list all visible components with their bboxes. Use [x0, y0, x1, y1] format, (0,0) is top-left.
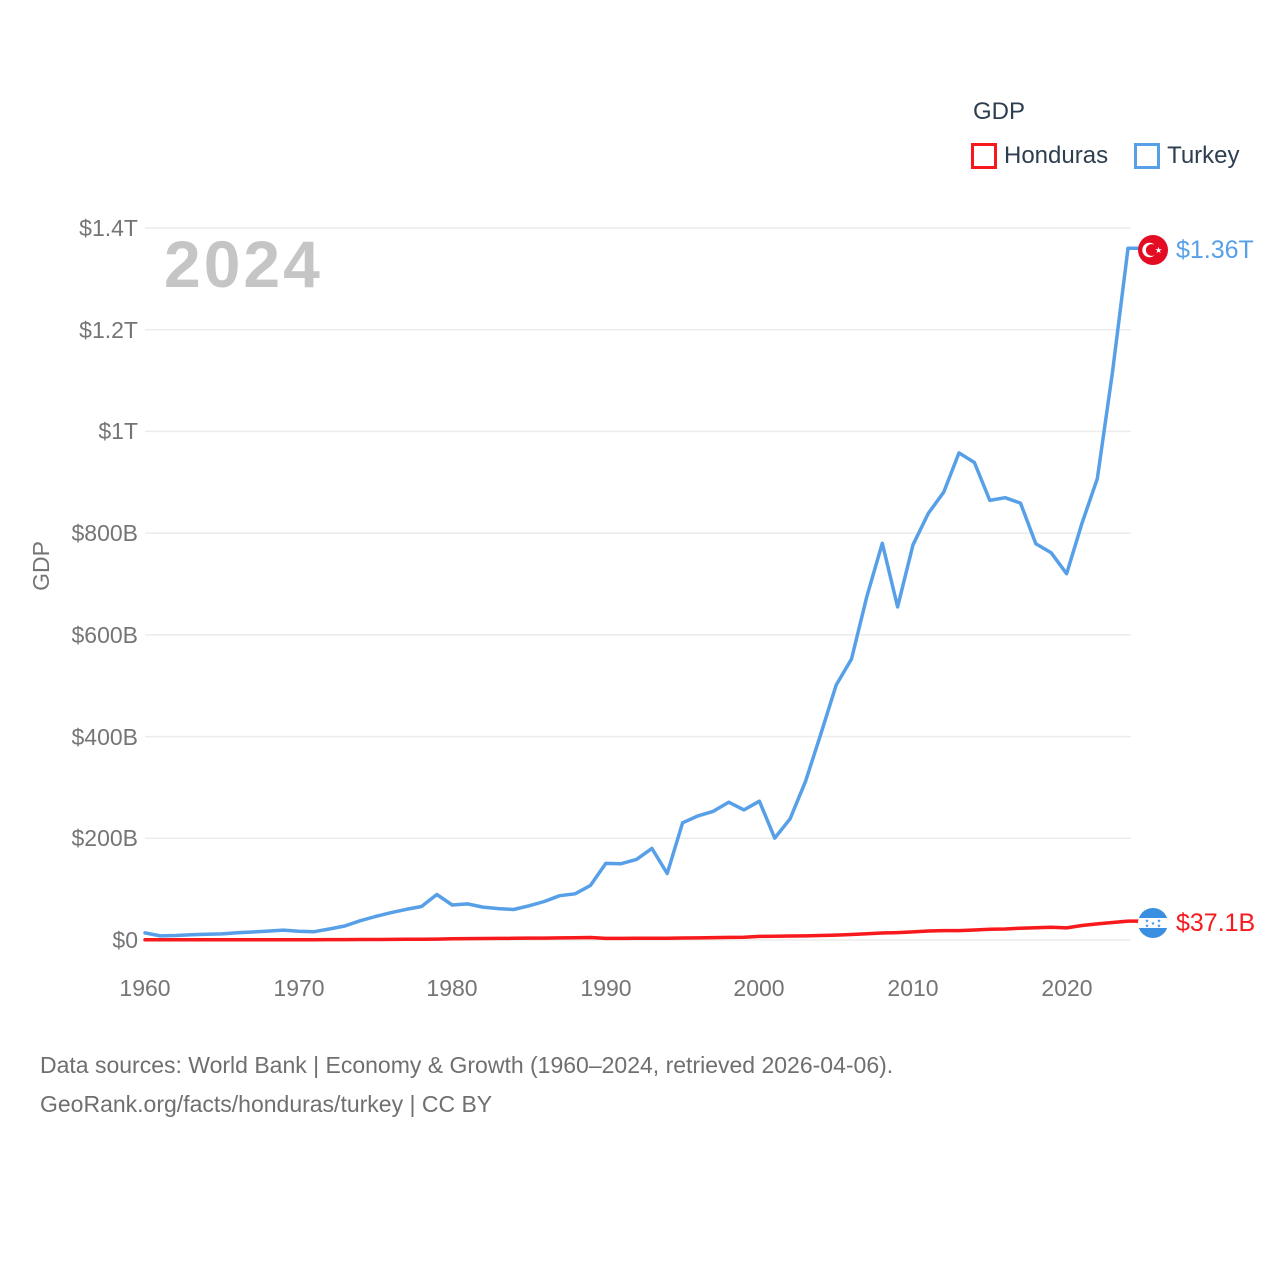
x-tick-label: 2020: [1041, 975, 1093, 1001]
x-tick-label: 1960: [119, 975, 171, 1001]
x-tick-label: 2010: [887, 975, 939, 1001]
y-tick-label: $1.2T: [79, 317, 138, 343]
turkey-series-line: [143, 246, 1141, 938]
x-tick-label: 1970: [273, 975, 325, 1001]
legend-item-turkey[interactable]: Turkey: [1134, 142, 1240, 170]
honduras-flag-icon: ★ ★ ★ ★ ★: [1138, 908, 1168, 938]
watermark-year: 2024: [164, 227, 323, 301]
footer-attribution-line: GeoRank.org/facts/honduras/turkey | CC B…: [40, 1091, 493, 1117]
svg-text:★: ★: [1145, 919, 1150, 925]
svg-text:★: ★: [1155, 246, 1163, 256]
y-tick-label: $800B: [71, 520, 138, 546]
legend: GDP Honduras Turkey: [971, 98, 1240, 170]
y-tick-label: $1.4T: [79, 215, 138, 241]
x-tick-label: 1990: [580, 975, 632, 1001]
honduras-value-label: $37.1B: [1176, 909, 1256, 937]
legend-label-honduras: Honduras: [1004, 142, 1109, 169]
turkey-swatch-icon: [1134, 143, 1161, 169]
svg-text:★: ★: [1157, 923, 1162, 929]
y-tick-label: $200B: [71, 825, 138, 851]
honduras-swatch-icon: [971, 143, 997, 169]
legend-title: GDP: [973, 98, 1026, 125]
turkey-value-label: $1.36T: [1176, 236, 1254, 264]
x-tick-label: 2000: [733, 975, 785, 1001]
footer-source-line: Data sources: World Bank | Economy & Gro…: [40, 1052, 894, 1078]
y-tick-label: $400B: [71, 724, 138, 750]
y-tick-label: $600B: [71, 622, 138, 648]
footer: Data sources: World Bank | Economy & Gro…: [40, 1046, 1240, 1124]
svg-text:★: ★: [1151, 921, 1156, 927]
svg-text:★: ★: [1157, 919, 1162, 925]
turkey-flag-icon: ★: [1138, 235, 1168, 265]
gridlines: [145, 227, 1131, 941]
legend-label-turkey: Turkey: [1167, 142, 1240, 169]
y-tick-label: $1T: [98, 418, 138, 444]
y-tick-label: $0: [112, 927, 138, 953]
svg-text:★: ★: [1145, 923, 1150, 929]
x-tick-label: 1980: [426, 975, 478, 1001]
honduras-series-line: [143, 919, 1141, 942]
legend-item-honduras[interactable]: Honduras: [971, 142, 1108, 170]
